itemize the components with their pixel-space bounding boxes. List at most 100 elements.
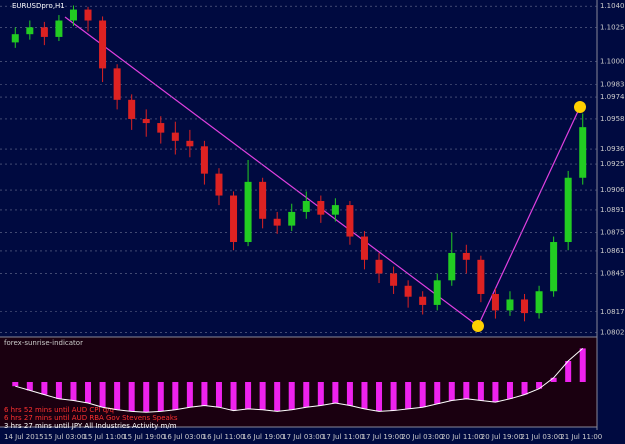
indicator-bar xyxy=(201,382,208,406)
indicator-bar xyxy=(85,382,92,403)
y-tick-label: 1.10000 xyxy=(600,58,625,66)
indicator-bar xyxy=(536,382,543,389)
indicator-bar xyxy=(565,361,572,382)
candle-body xyxy=(157,123,165,133)
candle-body xyxy=(113,68,121,100)
indicator-bar xyxy=(245,382,252,409)
candle-body xyxy=(491,293,499,311)
wave-marker xyxy=(574,101,586,113)
indicator-bar xyxy=(215,382,222,408)
y-tick-label: 1.08020 xyxy=(600,328,625,336)
candle-body xyxy=(215,173,223,196)
candle-body xyxy=(40,27,48,37)
indicator-bar xyxy=(303,382,310,408)
indicator-bar xyxy=(405,382,412,409)
indicator-bar xyxy=(12,382,19,387)
y-tick-label: 1.08750 xyxy=(600,228,625,236)
candle-body xyxy=(69,9,77,21)
note: 3 hrs 27 mins until JPY All Industries A… xyxy=(4,422,177,430)
candle-body xyxy=(506,299,514,311)
candle-body xyxy=(99,20,107,69)
note: 6 hrs 52 mins until AUD CPI q/q xyxy=(4,406,114,414)
indicator-bar xyxy=(376,382,383,412)
indicator-bar xyxy=(361,382,368,409)
y-tick-label: 1.09060 xyxy=(600,186,625,194)
indicator-bar xyxy=(143,382,150,413)
indicator-bar xyxy=(99,382,106,408)
x-tick-label: 16 Jul 03:00 xyxy=(163,433,205,441)
x-tick-label: 21 Jul 11:00 xyxy=(560,433,602,441)
indicator-bar xyxy=(288,382,295,410)
y-tick-label: 1.09360 xyxy=(600,145,625,153)
indicator-bar xyxy=(70,382,77,401)
x-tick-label: 21 Jul 03:00 xyxy=(521,433,563,441)
indicator-bar xyxy=(41,382,48,395)
candle-body xyxy=(171,132,179,141)
indicator-bar xyxy=(448,382,455,401)
indicator-bar xyxy=(346,382,353,406)
indicator-name: forex-sunrise-indicator xyxy=(4,339,83,347)
indicator-bar xyxy=(434,382,441,404)
y-tick-label: 1.10405 xyxy=(600,2,625,10)
x-tick-label: 17 Jul 19:00 xyxy=(362,433,404,441)
indicator-bar xyxy=(332,382,339,403)
indicator-bar xyxy=(186,382,193,408)
candle-body xyxy=(84,9,92,21)
y-tick-label: 1.09250 xyxy=(600,160,625,168)
indicator-bar xyxy=(114,382,121,410)
indicator-bar xyxy=(274,382,281,412)
indicator-bar xyxy=(157,382,164,412)
indicator-bar xyxy=(579,348,586,382)
x-tick-label: 17 Jul 11:00 xyxy=(322,433,364,441)
indicator-bar xyxy=(463,382,470,399)
x-tick-label: 16 Jul 19:00 xyxy=(242,433,284,441)
candle-body xyxy=(579,127,587,178)
y-tick-label: 1.09832 xyxy=(600,81,625,89)
candle-body xyxy=(302,201,310,212)
candle-body xyxy=(288,211,296,226)
indicator-bar xyxy=(128,382,135,412)
x-tick-label: 17 Jul 03:00 xyxy=(282,433,324,441)
candle-body xyxy=(200,146,208,174)
indicator-bar xyxy=(259,382,266,410)
candle-body xyxy=(419,296,427,305)
candle-body xyxy=(390,273,398,286)
x-tick-label: 15 Jul 11:00 xyxy=(83,433,125,441)
candle-body xyxy=(462,252,470,260)
x-tick-label: 14 Jul 2015 xyxy=(4,433,44,441)
x-tick-label: 15 Jul 03:00 xyxy=(44,433,86,441)
candle-body xyxy=(11,34,19,43)
indicator-bar xyxy=(550,377,557,382)
candle-body xyxy=(375,259,383,274)
candle-body xyxy=(55,20,63,37)
candle-body xyxy=(317,201,325,215)
candle-body xyxy=(142,118,150,124)
candle-body xyxy=(26,27,34,35)
candle-body xyxy=(273,218,281,226)
candle-body xyxy=(346,205,354,237)
trend-line xyxy=(64,16,479,327)
chart-title: EURUSDpro,H1 xyxy=(12,2,65,10)
y-tick-label: 1.08915 xyxy=(600,206,625,214)
candle-body xyxy=(521,299,529,314)
candle-body xyxy=(477,259,485,294)
x-tick-label: 15 Jul 19:00 xyxy=(123,433,165,441)
indicator-bar xyxy=(390,382,397,411)
candle-body xyxy=(259,181,267,219)
candle-body xyxy=(404,285,412,297)
candle-body xyxy=(535,291,543,314)
candle-body xyxy=(331,205,339,215)
y-tick-label: 1.09580 xyxy=(600,115,625,123)
indicator-bar xyxy=(492,382,499,403)
candle-body xyxy=(244,181,252,243)
y-tick-label: 1.08170 xyxy=(600,308,625,316)
y-tick-label: 1.08615 xyxy=(600,247,625,255)
candle-body xyxy=(564,177,572,243)
indicator-bar xyxy=(477,382,484,401)
x-tick-label: 20 Jul 11:00 xyxy=(441,433,483,441)
indicator-bar xyxy=(26,382,33,391)
indicator-bar xyxy=(55,382,62,399)
indicator-bar xyxy=(172,382,179,410)
indicator-bar xyxy=(317,382,324,406)
